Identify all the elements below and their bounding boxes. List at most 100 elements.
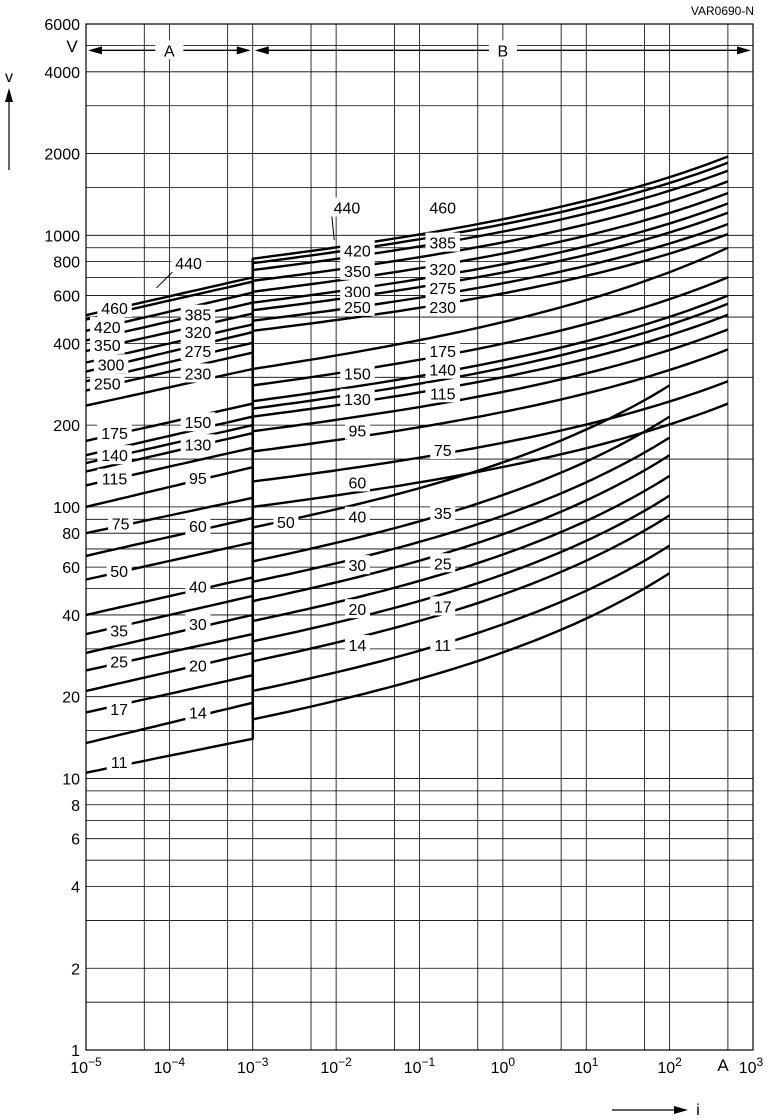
label-bg xyxy=(108,513,134,533)
region-arrowhead-right xyxy=(737,46,751,55)
y-tick-label: 2000 xyxy=(44,147,80,164)
label-bg xyxy=(97,445,132,465)
label-bg xyxy=(340,281,375,301)
label-text: 130 xyxy=(185,437,212,454)
label-bg xyxy=(425,296,460,316)
curve-label-30: 30 xyxy=(185,614,211,634)
label-text: 75 xyxy=(112,516,130,533)
curve-label-275: 275 xyxy=(425,277,460,298)
curve-label-11: 11 xyxy=(106,751,132,772)
label-bg xyxy=(180,322,216,342)
label-bg xyxy=(180,304,216,324)
series-line-20 xyxy=(85,494,671,693)
region-A: A xyxy=(88,40,251,60)
label-text: 20 xyxy=(189,659,207,676)
label-leader xyxy=(331,215,335,241)
series-line-75 xyxy=(85,380,729,535)
x-tick-label: 103 xyxy=(739,1055,764,1077)
curve-label-250: 250 xyxy=(340,296,375,317)
label-text: 175 xyxy=(429,344,456,361)
curve-label-130: 130 xyxy=(340,388,375,409)
label-bg xyxy=(273,511,299,531)
region-label-bg xyxy=(488,40,517,60)
series-line-150 xyxy=(85,294,729,457)
curve-label-35: 35 xyxy=(106,620,132,641)
label-text: 440 xyxy=(175,256,202,273)
curve-label-95: 95 xyxy=(344,420,370,441)
curve-label-35: 35 xyxy=(430,502,456,523)
y-tick-label: 1 xyxy=(71,1043,80,1060)
label-bg xyxy=(430,596,456,616)
y-tick-label: 2 xyxy=(71,961,80,978)
curve-label-20: 20 xyxy=(185,655,211,676)
label-bg xyxy=(90,373,125,393)
curve-label-300: 300 xyxy=(93,354,129,374)
label-text: 50 xyxy=(110,564,128,581)
label-bg xyxy=(340,388,375,408)
label-text: 40 xyxy=(189,579,207,596)
curve-label-440: 440 xyxy=(329,197,365,241)
label-bg xyxy=(185,614,211,634)
label-text: 30 xyxy=(349,558,367,575)
label-bg xyxy=(344,420,370,440)
y-tick-label: 40 xyxy=(62,608,80,625)
label-bg xyxy=(430,439,456,459)
y-tick-labels: 1 2 4 6 8 10 20 40 60 80 100 200 400 600 800 1000 2000 40… xyxy=(44,17,80,1060)
region-arrowhead-right xyxy=(236,46,251,55)
label-text: 350 xyxy=(94,338,121,355)
label-bg xyxy=(106,751,132,771)
series-line-460 xyxy=(85,155,729,317)
label-bg xyxy=(97,423,132,443)
label-text: 25 xyxy=(434,556,452,573)
curve-label-60: 60 xyxy=(344,472,370,492)
label-text: 35 xyxy=(434,506,452,523)
label-text: 140 xyxy=(101,448,128,465)
label-bg xyxy=(425,340,460,360)
label-bg xyxy=(425,259,460,279)
label-bg xyxy=(171,253,206,273)
curve-label-420: 420 xyxy=(340,240,375,260)
y-axis-arrowhead xyxy=(5,88,13,102)
x-tick-label: 102 xyxy=(657,1055,682,1077)
curve-label-17: 17 xyxy=(106,699,132,719)
label-bg xyxy=(344,506,370,526)
series-line-230 xyxy=(85,246,729,407)
x-axis-title: i xyxy=(612,1102,700,1119)
label-text: 460 xyxy=(429,201,456,218)
label-text: 17 xyxy=(434,599,452,616)
curve-label-40: 40 xyxy=(185,576,211,596)
label-text: 460 xyxy=(101,301,128,318)
label-bg xyxy=(180,412,216,432)
label-text: 95 xyxy=(349,424,367,441)
curve-label-50: 50 xyxy=(106,561,132,581)
curve-label-115: 115 xyxy=(425,383,460,403)
curve-label-75: 75 xyxy=(108,513,134,533)
y-tick-label: 100 xyxy=(53,500,80,517)
curve-label-14: 14 xyxy=(344,635,370,655)
series-line-115 xyxy=(85,328,729,487)
label-bg xyxy=(425,359,460,379)
label-text: 385 xyxy=(185,308,212,325)
series-line-50 xyxy=(85,384,671,581)
x-tick-label: 10−3 xyxy=(237,1055,269,1077)
x-tick-label: 101 xyxy=(574,1055,599,1077)
label-bg xyxy=(185,467,211,487)
label-bg xyxy=(430,502,456,522)
label-text: 115 xyxy=(102,472,128,489)
y-tick-label: 4000 xyxy=(44,65,80,82)
curve-label-275: 275 xyxy=(180,340,216,361)
label-bg xyxy=(185,576,211,596)
y-axis-title: v xyxy=(5,69,13,170)
label-bg xyxy=(97,468,132,488)
label-bg xyxy=(344,472,370,492)
label-bg xyxy=(340,363,375,383)
region-label-bg xyxy=(155,40,184,60)
series-line-11 xyxy=(85,572,671,774)
curve-label-20: 20 xyxy=(344,599,370,619)
y-tick-label: 80 xyxy=(62,526,80,543)
y-unit-label: V xyxy=(66,37,78,56)
curve-label-115: 115 xyxy=(97,468,132,489)
y-tick-label: 10 xyxy=(62,771,80,788)
x-tick-label: 10−1 xyxy=(404,1055,436,1077)
